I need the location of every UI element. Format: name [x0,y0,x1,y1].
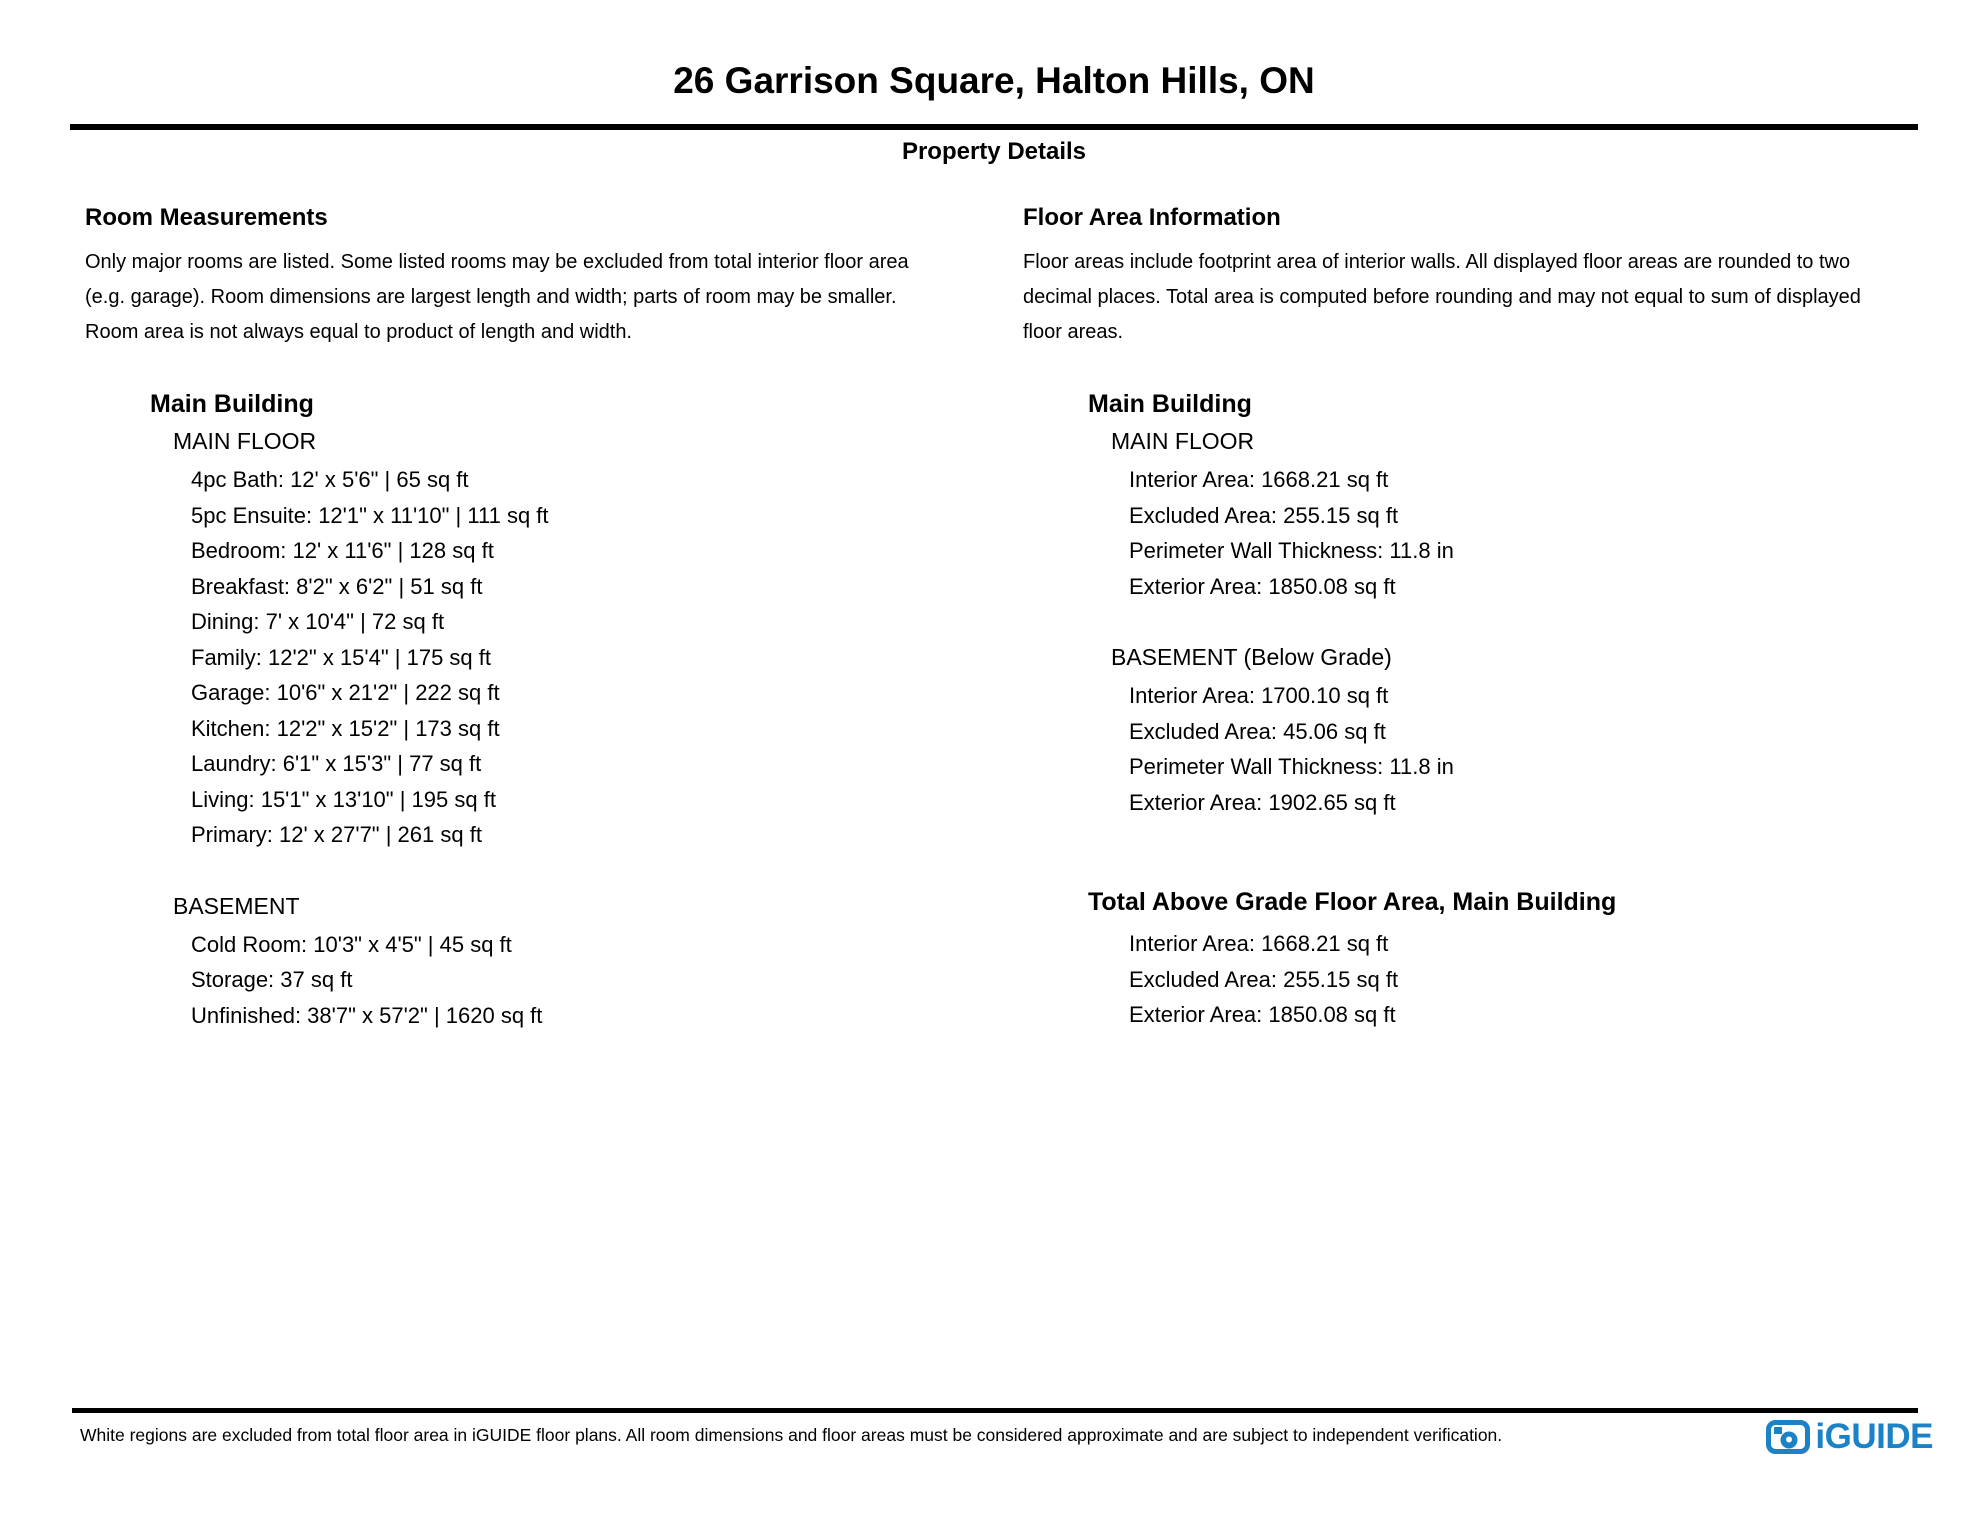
area-line: Excluded Area: 255.15 sq ft [1129,502,1399,528]
area-line: Excluded Area: 255.15 sq ft [1129,966,1399,992]
building-name: Main Building [1088,390,1252,418]
iguide-logo: iGUIDE [1766,1419,1933,1455]
building-name: Main Building [150,390,314,418]
description-line: decimal places. Total area is computed b… [1023,286,1861,308]
room-line: Storage: 37 sq ft [191,967,353,992]
room-line: Cold Room: 10'3" x 4'5" | 45 sq ft [191,931,512,957]
room-line: Bedroom: 12' x 11'6" | 128 sq ft [191,538,494,563]
area-line: Exterior Area: 1902.65 sq ft [1129,789,1396,815]
footer-disclaimer: White regions are excluded from total fl… [80,1425,1503,1445]
area-line: Interior Area: 1668.21 sq ft [1129,931,1389,956]
area-line: Perimeter Wall Thickness: 11.8 in [1129,754,1454,779]
area-line: Exterior Area: 1850.08 sq ft [1129,1002,1396,1027]
room-line: Family: 12'2" x 15'4" | 175 sq ft [191,644,491,670]
description-line: floor areas. [1023,321,1124,343]
floor-name-basement: BASEMENT [173,892,300,919]
area-line: Exterior Area: 1850.08 sq ft [1129,573,1396,599]
iguide-logo-text: iGUIDE [1815,1417,1933,1456]
total-area-stats: Interior Area: 1668.21 sq ft Excluded Ar… [1129,926,1953,1033]
header-divider [70,124,1918,130]
footer-divider [72,1408,1918,1413]
room-line: Laundry: 6'1" x 15'3" | 77 sq ft [191,751,482,776]
room-line: Living: 15'1" x 13'10" | 195 sq ft [191,786,496,812]
total-above-grade-heading: Total Above Grade Floor Area, Main Build… [1088,888,1617,916]
description-line: Floor areas include footprint area of in… [1023,251,1851,273]
iguide-camera-icon [1766,1420,1811,1454]
room-line: Unfinished: 38'7" x 57'2" | 1620 sq ft [191,1002,543,1028]
floor-name-basement-below-grade: BASEMENT (Below Grade) [1111,644,1392,670]
floor-area-heading: Floor Area Information [1023,204,1281,231]
room-measurements-description: Only major rooms are listed. Some listed… [85,245,1005,350]
page-title: 26 Garrison Square, Halton Hills, ON [673,60,1315,101]
room-line: Kitchen: 12'2" x 15'2" | 173 sq ft [191,715,500,741]
area-line: Perimeter Wall Thickness: 11.8 in [1129,538,1454,563]
area-line: Interior Area: 1668.21 sq ft [1129,467,1389,492]
basement-room-list: Cold Room: 10'3" x 4'5" | 45 sq ft Stora… [191,927,1005,1034]
page-subtitle: Property Details [901,138,1087,165]
description-line: Room area is not always equal to product… [85,321,632,343]
floor-name-main-floor: MAIN FLOOR [1111,428,1255,454]
room-measurements-heading: Room Measurements [85,204,328,231]
area-line: Interior Area: 1700.10 sq ft [1129,683,1389,708]
room-line: 5pc Ensuite: 12'1" x 11'10" | 111 sq ft [191,502,549,528]
room-line: 4pc Bath: 12' x 5'6" | 65 sq ft [191,467,469,492]
area-line: Excluded Area: 45.06 sq ft [1129,718,1386,744]
description-line: (e.g. garage). Room dimensions are large… [85,286,897,308]
room-line: Garage: 10'6" x 21'2" | 222 sq ft [191,680,500,705]
description-line: Only major rooms are listed. Some listed… [85,251,909,273]
floor-name-main-floor: MAIN FLOOR [173,428,317,454]
room-line: Dining: 7' x 10'4" | 72 sq ft [191,609,445,634]
floor-area-information-section: Floor Area Information Floor areas inclu… [1023,203,1953,1033]
floor-area-description: Floor areas include footprint area of in… [1023,245,1953,350]
main-floor-room-list: 4pc Bath: 12' x 5'6" | 65 sq ft 5pc Ensu… [191,462,1005,853]
room-line: Primary: 12' x 27'7" | 261 sq ft [191,822,482,847]
basement-area-stats: Interior Area: 1700.10 sq ft Excluded Ar… [1129,678,1953,820]
room-measurements-section: Room Measurements Only major rooms are l… [85,203,1005,1033]
main-floor-area-stats: Interior Area: 1668.21 sq ft Excluded Ar… [1129,462,1953,604]
room-line: Breakfast: 8'2" x 6'2" | 51 sq ft [191,573,483,599]
